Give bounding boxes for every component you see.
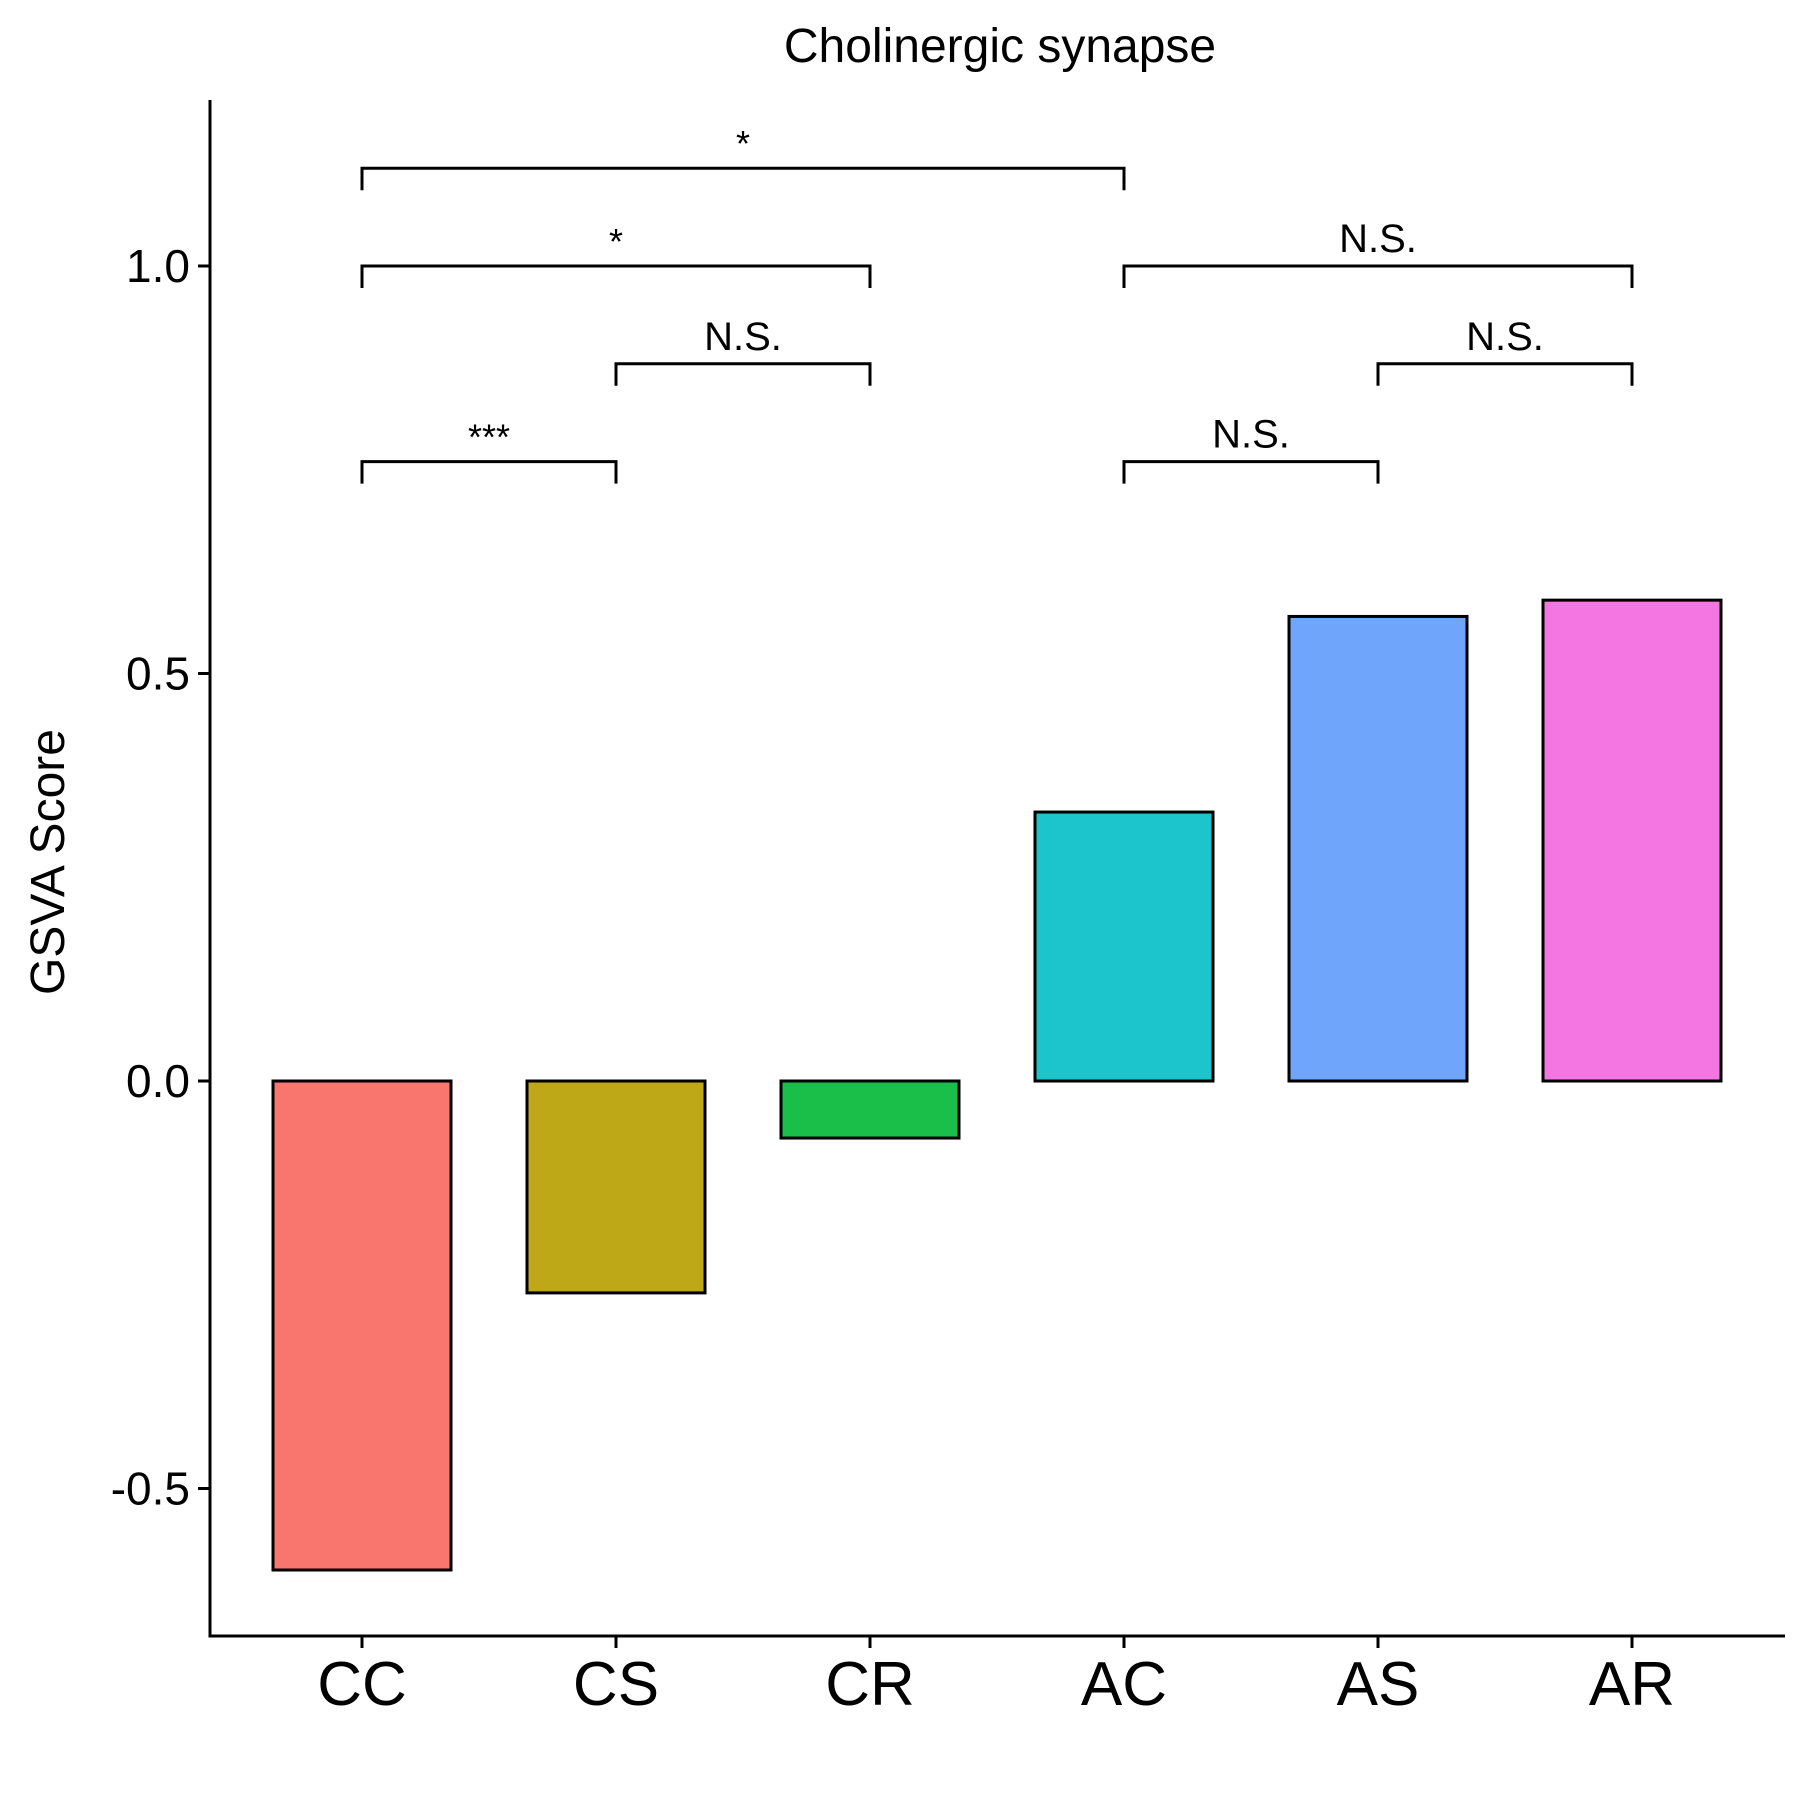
bar-ac: [1033, 810, 1215, 1083]
y-tick-label: 0.5: [126, 648, 190, 700]
y-tick-label: -0.5: [111, 1463, 190, 1515]
x-tick-label: AC: [1081, 1650, 1167, 1719]
x-tick-label: AS: [1337, 1650, 1420, 1719]
chart-title: Cholinergic synapse: [784, 20, 1216, 73]
significance-bracket: [360, 460, 618, 484]
plot-area: -0.5 0.0 0.5 1.0 CC CS CR AC AS AR *** N.S. * * N.S. N.…: [111, 100, 1785, 1719]
significance-label: *: [609, 221, 623, 262]
x-tick-label: CS: [573, 1650, 659, 1719]
bar-cr: [779, 1079, 961, 1140]
significance-label: N.S.: [1212, 413, 1290, 457]
significance-bracket: [1122, 460, 1380, 484]
significance-label: ***: [468, 417, 510, 458]
bar-ar: [1541, 598, 1723, 1083]
bar-as: [1287, 614, 1469, 1083]
significance-label: *: [736, 123, 750, 164]
significance-bracket: [360, 166, 1126, 191]
y-tick-label: 0.0: [126, 1055, 190, 1107]
y-tick-label: 1.0: [126, 240, 190, 292]
x-tick-label: AR: [1589, 1650, 1675, 1719]
x-tick-label: CR: [825, 1650, 915, 1719]
bar-cc: [271, 1079, 453, 1572]
significance-label: N.S.: [704, 315, 782, 359]
significance-bracket: [1122, 264, 1634, 288]
bar-cs: [525, 1079, 707, 1295]
significance-label: N.S.: [1339, 217, 1417, 261]
x-tick-label: CC: [317, 1650, 407, 1719]
y-axis-label: GSVA Score: [22, 729, 75, 995]
significance-bracket: [360, 264, 872, 288]
significance-bracket: [614, 362, 872, 386]
significance-label: N.S.: [1466, 315, 1544, 359]
significance-bracket: [1376, 362, 1634, 386]
